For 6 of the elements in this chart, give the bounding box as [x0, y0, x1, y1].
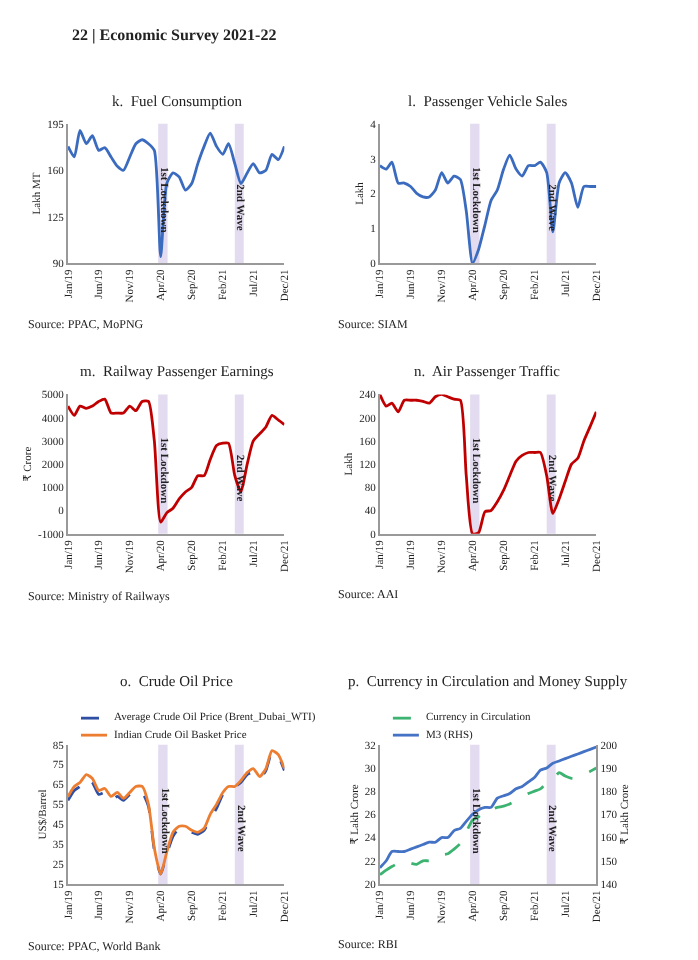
line-series: [68, 397, 285, 524]
text: 22 | Economic Survey 2021-22: [72, 26, 277, 44]
line-series: [379, 766, 597, 877]
line-series: [68, 129, 285, 258]
line-series: [379, 394, 597, 534]
line-series: [379, 745, 597, 870]
